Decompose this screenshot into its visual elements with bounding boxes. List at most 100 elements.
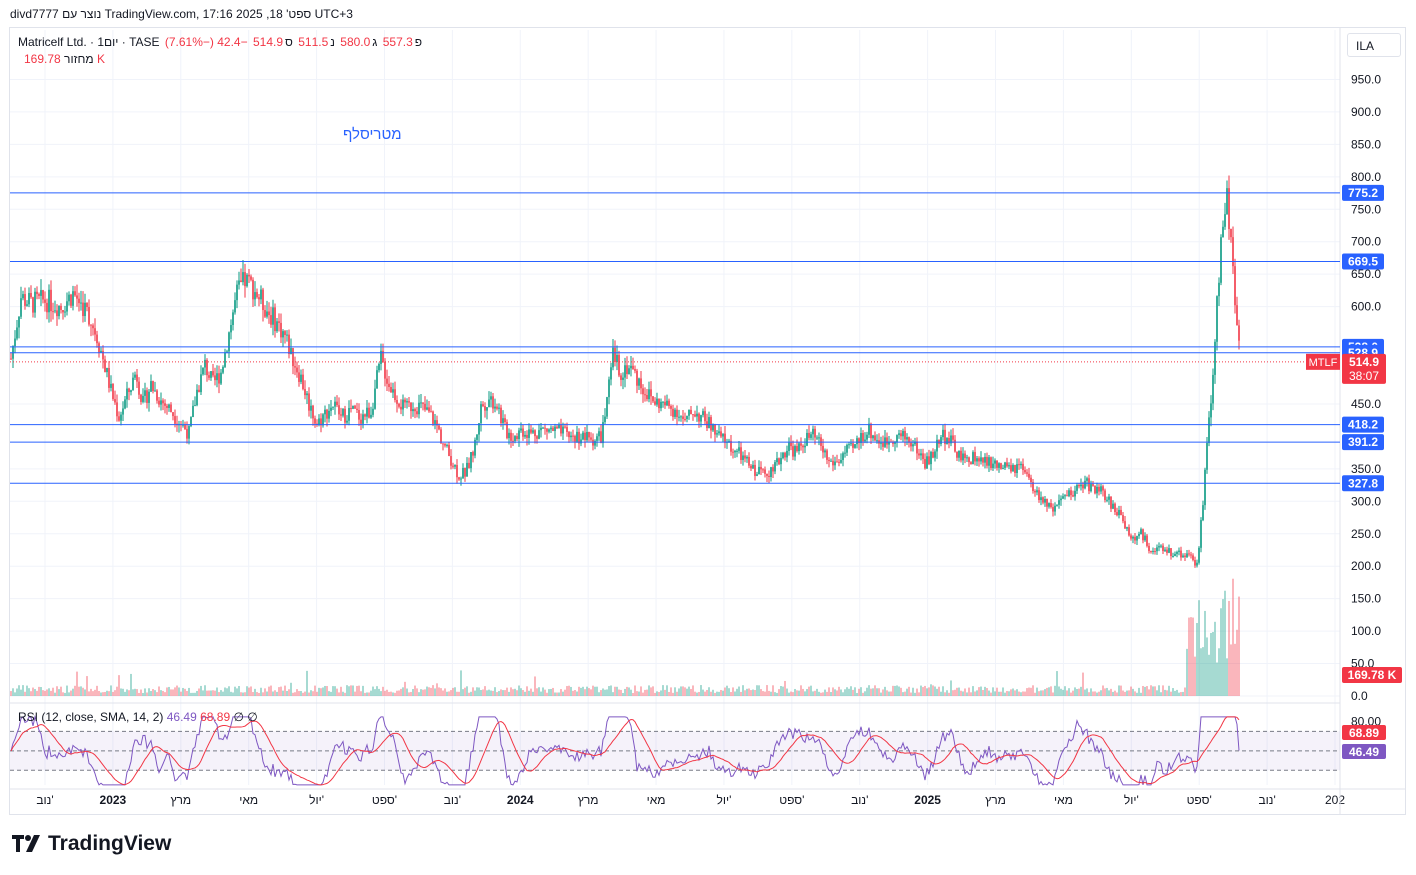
volume-label[interactable]: מחזור	[64, 52, 94, 66]
candle-body	[104, 359, 106, 373]
candle-body	[1048, 503, 1050, 507]
candle-body	[456, 465, 458, 478]
volume-bar	[1204, 610, 1206, 696]
candle-body	[508, 432, 510, 439]
volume-bar	[138, 692, 140, 696]
volume-bar	[1074, 687, 1076, 696]
candle-body	[1038, 490, 1040, 501]
volume-bar	[822, 692, 824, 696]
volume-bar	[338, 692, 340, 696]
candle-body	[242, 272, 244, 283]
candle-body	[708, 417, 710, 429]
candle-body	[60, 305, 62, 310]
volume-bar	[1192, 617, 1194, 696]
candle-body	[314, 418, 316, 424]
volume-bar	[724, 687, 726, 696]
volume-bar	[396, 690, 398, 696]
candle-body	[188, 426, 190, 439]
candle-body	[1114, 503, 1116, 513]
volume-bar	[882, 689, 884, 696]
volume-bar	[1098, 691, 1100, 696]
volume-bar	[326, 686, 328, 696]
time-label-14: מרץ	[985, 793, 1006, 807]
volume-bar	[812, 691, 814, 696]
volume-bar	[224, 687, 226, 696]
volume-bar	[562, 691, 564, 696]
volume-bar	[406, 688, 408, 696]
candle-body	[206, 359, 208, 376]
candle-body	[946, 438, 948, 445]
chart-annotation[interactable]: מטריסלף	[343, 126, 402, 143]
volume-bar	[310, 690, 312, 696]
candle-body	[1068, 490, 1070, 497]
candle-body	[120, 414, 122, 421]
volume-bar	[706, 689, 708, 696]
candle-body	[608, 379, 610, 398]
volume-bar	[1238, 596, 1240, 696]
volume-bar	[262, 692, 264, 696]
volume-bar	[92, 691, 94, 696]
candle-body	[904, 430, 906, 440]
volume-bar	[644, 689, 646, 696]
volume-bar	[1214, 621, 1216, 696]
candle-body	[32, 297, 34, 313]
volume-bar	[404, 681, 406, 696]
volume-bar	[292, 692, 294, 696]
volume-bar	[856, 692, 858, 696]
candle-body	[84, 302, 86, 317]
candle-body	[606, 397, 608, 417]
candle-body	[150, 381, 152, 392]
volume-bar	[678, 688, 680, 696]
candle-body	[382, 350, 384, 362]
volume-bar	[526, 686, 528, 696]
candle-body	[478, 423, 480, 435]
candle-body	[562, 426, 564, 434]
candle-body	[272, 307, 274, 325]
volume-bar	[236, 688, 238, 696]
candle-body	[186, 429, 188, 439]
volume-bar	[702, 689, 704, 696]
volume-bar	[1018, 691, 1020, 696]
volume-bar	[330, 691, 332, 696]
volume-bar	[398, 690, 400, 696]
candle-body	[656, 398, 658, 405]
candle-body	[1096, 486, 1098, 494]
candle-body	[954, 439, 956, 452]
volume-bar	[166, 687, 168, 696]
symbol-name[interactable]: Matricelf Ltd. · 1יום · TASE	[18, 35, 160, 49]
volume-bar	[954, 689, 956, 696]
candle-body	[106, 367, 108, 373]
rsi-label[interactable]: RSI (12, close, SMA, 14, 2)	[18, 710, 164, 724]
volume-bar	[1036, 687, 1038, 696]
volume-bar	[1034, 692, 1036, 696]
candle-body	[406, 401, 408, 403]
candle-body	[164, 403, 166, 406]
currency-button[interactable]: ILA	[1347, 33, 1401, 57]
volume-bar	[288, 689, 290, 696]
tradingview-logo[interactable]: TradingView	[12, 832, 171, 856]
volume-bar	[500, 689, 502, 696]
candle-body	[754, 464, 756, 476]
candle-body	[826, 450, 828, 460]
candle-body	[394, 389, 396, 401]
candle-body	[1100, 486, 1102, 492]
candle-body	[790, 442, 792, 447]
candle-body	[640, 378, 642, 389]
volume-bar	[1100, 690, 1102, 696]
volume-bar	[418, 692, 420, 696]
volume-bar	[934, 686, 936, 696]
volume-bar	[70, 690, 72, 696]
volume-bar	[660, 690, 662, 696]
volume-bar	[134, 688, 136, 696]
candle-body	[504, 418, 506, 423]
candle-body	[402, 399, 404, 410]
candle-body	[840, 459, 842, 463]
volume-bar	[340, 686, 342, 696]
volume-bar	[96, 685, 98, 696]
volume-bar	[638, 691, 640, 696]
candle-body	[308, 393, 310, 411]
price-tick-4: 750.0	[1351, 202, 1381, 216]
candle-body	[1164, 549, 1166, 551]
candle-body	[908, 437, 910, 443]
